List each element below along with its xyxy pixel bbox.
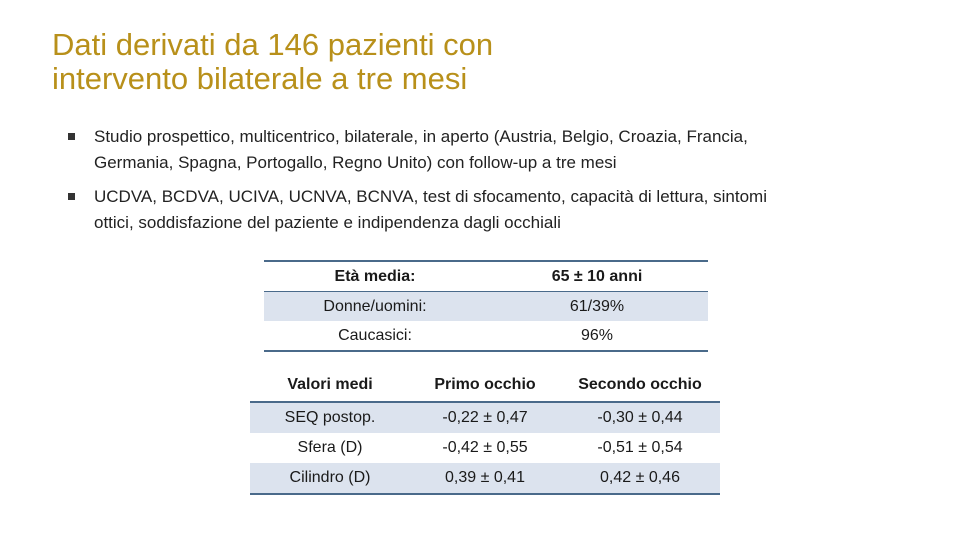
demographics-row-caucasian: Caucasici: 96% (264, 321, 708, 350)
demographics-label: Donne/uomini: (323, 297, 427, 315)
bullet-item: UCDVA, BCDVA, UCIVA, UCNVA, BCNVA, test … (68, 184, 808, 236)
results-cell: 0,42 ± 0,46 (600, 469, 680, 486)
results-table: Valori medi Primo occhio Secondo occhio … (250, 368, 720, 495)
results-header-cell: Secondo occhio (578, 375, 702, 393)
results-cell: 0,39 ± 0,41 (445, 469, 525, 486)
table-row: Cilindro (D) 0,39 ± 0,41 0,42 ± 0,46 (250, 463, 720, 493)
slide-title: Dati derivati da 146 pazienti con interv… (52, 28, 493, 96)
results-header-row: Valori medi Primo occhio Secondo occhio (250, 368, 720, 403)
results-cell: SEQ postop. (284, 409, 376, 426)
demographics-value: 96% (580, 326, 614, 344)
demographics-value: 65 ± 10 anni (551, 267, 643, 285)
demographics-value: 61/39% (569, 297, 625, 315)
demographics-label: Caucasici: (338, 326, 412, 344)
results-cell: Sfera (D) (297, 439, 363, 456)
table-row: SEQ postop. -0,22 ± 0,47 -0,30 ± 0,44 (250, 403, 720, 433)
demographics-row-gender: Donne/uomini: 61/39% (264, 292, 708, 321)
results-cell: -0,51 ± 0,54 (597, 439, 683, 456)
results-cell: -0,42 ± 0,55 (442, 439, 528, 456)
slide-title-line-1: Dati derivati da 146 pazienti con (52, 27, 494, 62)
bullet-item: Studio prospettico, multicentrico, bilat… (68, 124, 808, 176)
demographics-label: Età media: (334, 267, 416, 285)
demographics-row-age: Età media: 65 ± 10 anni (264, 262, 708, 292)
demographics-table: Età media: 65 ± 10 anni Donne/uomini: 61… (264, 260, 708, 352)
table-row: Sfera (D) -0,42 ± 0,55 -0,51 ± 0,54 (250, 433, 720, 463)
results-cell: -0,30 ± 0,44 (597, 409, 683, 426)
bullet-list: Studio prospettico, multicentrico, bilat… (68, 124, 808, 236)
results-header-cell: Valori medi (287, 375, 373, 393)
results-cell: Cilindro (D) (289, 469, 371, 486)
slide-title-line-2: intervento bilaterale a tre mesi (52, 61, 468, 96)
results-header-cell: Primo occhio (434, 375, 536, 393)
results-cell: -0,22 ± 0,47 (442, 409, 528, 426)
